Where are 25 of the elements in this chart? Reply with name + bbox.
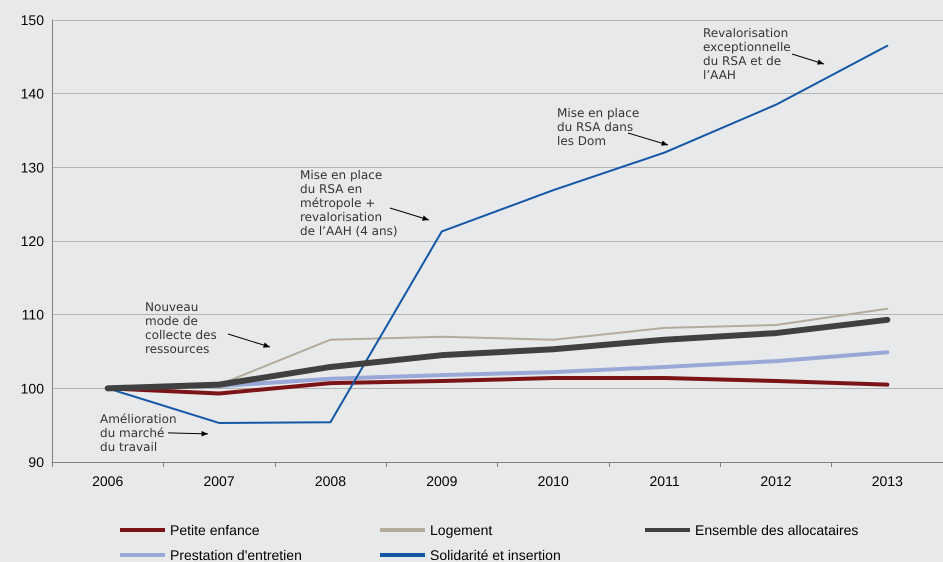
- annotation: Nouveau mode de collecte des ressources: [145, 300, 217, 356]
- x-tick-label: 2006: [92, 473, 124, 489]
- x-tick-label: 2010: [538, 473, 569, 489]
- x-tick-label: 2011: [650, 473, 680, 489]
- y-tick-label: 90: [28, 454, 44, 470]
- annotation: Mise en place du RSA en métropole + revalorisation de l’AAH (4 ans): [300, 168, 398, 238]
- y-tick-label: 100: [20, 380, 44, 396]
- legend-label: Prestation d'entretien: [170, 547, 302, 562]
- y-tick-label: 150: [20, 12, 44, 28]
- legend-label: Ensemble des allocataires: [695, 522, 858, 538]
- annotation: Revalorisation exceptionnelle du RSA et de l’AAH: [703, 26, 791, 82]
- x-tick-label: 2007: [203, 473, 235, 489]
- y-tick-label: 110: [22, 306, 44, 323]
- x-tick-label: 2009: [426, 473, 458, 489]
- x-tick-label: 2008: [314, 473, 346, 489]
- y-tick-label: 140: [20, 86, 44, 102]
- y-tick-label: 120: [20, 233, 44, 249]
- x-tick-label: 2013: [872, 473, 904, 489]
- legend-label: Logement: [430, 522, 492, 538]
- x-tick-label: 2012: [760, 473, 792, 489]
- annotation: Mise en place du RSA dans les Dom: [557, 106, 640, 148]
- legend-label: Petite enfance: [170, 522, 260, 538]
- y-tick-label: 130: [20, 159, 44, 176]
- annotation: Amélioration du marché du travail: [100, 412, 177, 454]
- legend-label: Solidarité et insertion: [430, 547, 561, 562]
